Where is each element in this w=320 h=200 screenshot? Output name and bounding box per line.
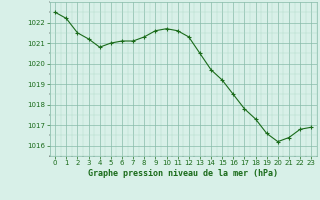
X-axis label: Graphe pression niveau de la mer (hPa): Graphe pression niveau de la mer (hPa): [88, 169, 278, 178]
